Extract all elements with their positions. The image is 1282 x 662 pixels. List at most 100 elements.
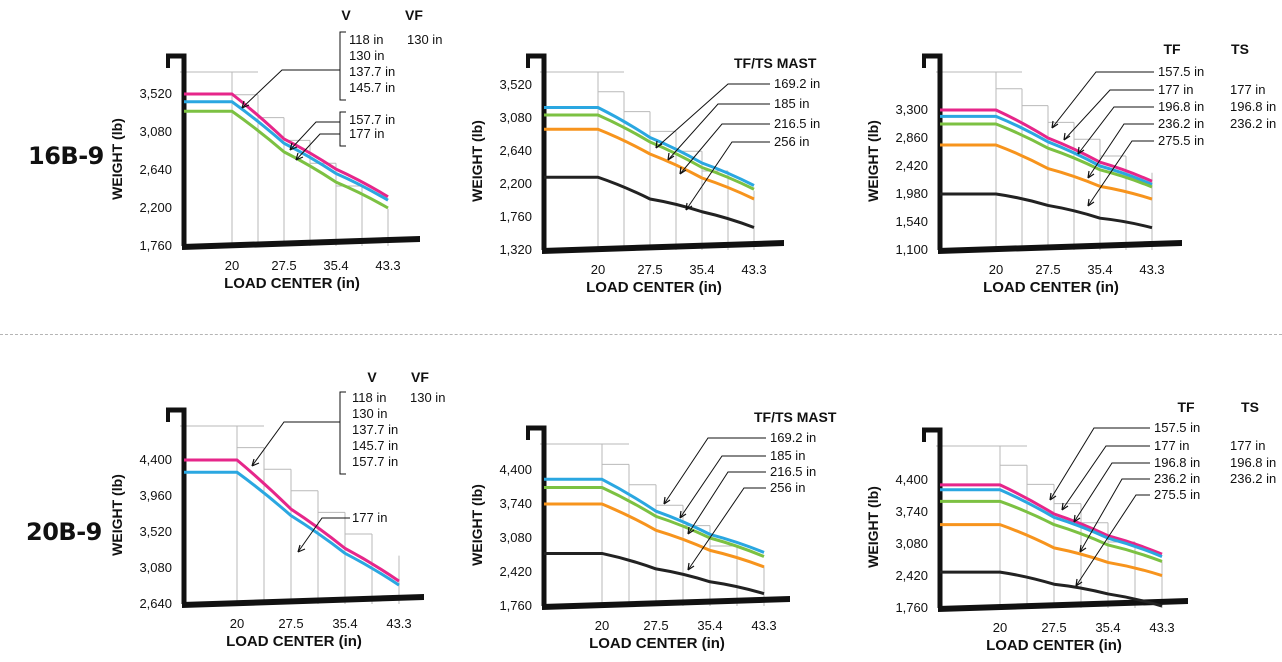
ts-mast-label: 177 in — [1230, 82, 1265, 97]
x-tick-label: 43.3 — [1149, 620, 1174, 635]
y-tick-label: 2,640 — [139, 596, 172, 611]
mast-label: 130 in — [352, 406, 387, 421]
series-line — [940, 570, 1163, 608]
leader-arrow — [1075, 578, 1083, 587]
y-tick-label: 1,760 — [499, 209, 532, 224]
x-tick-label: 35.4 — [1087, 262, 1112, 277]
column-header: VF — [405, 7, 423, 23]
leader-line — [1061, 445, 1150, 511]
y-tick-label: 3,080 — [139, 124, 172, 139]
leader-line — [1079, 478, 1150, 553]
leader-line — [1073, 462, 1150, 523]
y-tick-label: 1,980 — [895, 186, 928, 201]
x-tick-label: 35.4 — [1095, 620, 1120, 635]
y-axis-label: WEIGHT (lb) — [469, 484, 485, 566]
chart-1: 1,760 2,200 2,640 3,080 3,520 20 27.5 35.4 43.3 L… — [109, 7, 442, 292]
leader-line — [667, 103, 770, 161]
vf-mast-label: 130 in — [410, 390, 445, 405]
model-label-16b9: 16B-9 — [28, 142, 104, 170]
tf-mast-label: 177 in — [1154, 438, 1189, 453]
y-axis-label: WEIGHT (lb) — [865, 120, 881, 202]
y-tick-label: 2,420 — [499, 564, 532, 579]
y-tick-label: 2,640 — [139, 162, 172, 177]
section-divider — [0, 334, 1282, 335]
chart-2: 1,320 1,760 2,200 2,640 3,080 3,520 20 27.5 35.4… — [469, 53, 820, 296]
series-line — [184, 100, 389, 202]
tf-mast-label: 157.5 in — [1158, 64, 1204, 79]
ts-mast-label: 236.2 in — [1230, 116, 1276, 131]
series-line — [940, 143, 1153, 201]
chart-4: 2,640 3,080 3,520 3,960 4,400 20 27.5 35.4 43.3 L… — [109, 369, 445, 650]
x-axis — [182, 236, 420, 250]
y-axis-label: WEIGHT (lb) — [109, 474, 125, 556]
y-tick-label: 3,080 — [499, 530, 532, 545]
column-header: TS — [1231, 41, 1249, 57]
tf-mast-label: 177 in — [1158, 82, 1193, 97]
y-tick-label: 3,520 — [499, 77, 532, 92]
leader-line — [241, 69, 340, 109]
leader-line — [687, 471, 766, 535]
y-axis-label: WEIGHT (lb) — [469, 120, 485, 202]
y-tick-label: 3,740 — [499, 496, 532, 511]
leader-arrow — [297, 544, 306, 553]
leader-arrow — [1061, 502, 1069, 511]
y-tick-label: 2,200 — [139, 200, 172, 215]
y-tick-label: 2,640 — [499, 143, 532, 158]
leader-arrow — [1063, 132, 1071, 141]
x-tick-label: 27.5 — [643, 618, 668, 633]
y-axis — [922, 53, 943, 250]
x-tick-label: 43.3 — [375, 258, 400, 273]
series-line — [940, 108, 1153, 183]
y-tick-label: 4,400 — [139, 452, 172, 467]
series-line — [184, 458, 400, 583]
leader-line — [679, 455, 766, 519]
mast-label: 137.7 in — [352, 422, 398, 437]
x-axis — [938, 240, 1182, 254]
x-tick-label: 27.5 — [278, 616, 303, 631]
leader-arrow — [687, 526, 695, 535]
mast-label: 256 in — [774, 134, 809, 149]
series-line — [940, 122, 1153, 189]
leader-line — [679, 123, 770, 175]
series-line — [940, 192, 1153, 230]
chart-6: 1,760 2,420 3,080 3,740 4,400 20 27.5 35.4 43.3 L… — [865, 399, 1276, 654]
x-axis-label: LOAD CENTER (in) — [586, 279, 722, 296]
y-tick-label: 1,760 — [499, 598, 532, 613]
y-tick-label: 3,740 — [895, 504, 928, 519]
y-axis — [166, 53, 187, 246]
chart-title: TF/TS MAST — [734, 55, 817, 71]
leader-arrow — [1073, 514, 1081, 523]
leader-line — [1087, 123, 1154, 179]
mast-label: 177 in — [352, 510, 387, 525]
leader-line — [663, 437, 766, 505]
x-axis-label: LOAD CENTER (in) — [224, 275, 360, 292]
leader-line — [1077, 106, 1154, 155]
x-axis-label: LOAD CENTER (in) — [589, 635, 725, 652]
y-tick-label: 3,300 — [895, 102, 928, 117]
x-axis-label: LOAD CENTER (in) — [226, 633, 362, 650]
series-line — [184, 109, 389, 210]
series-line — [544, 551, 765, 596]
leader-arrow — [687, 562, 695, 571]
leader-arrow — [251, 458, 260, 467]
leader-arrow — [1087, 170, 1095, 179]
y-tick-label: 2,420 — [895, 158, 928, 173]
x-tick-label: 20 — [595, 618, 609, 633]
x-tick-label: 27.5 — [1041, 620, 1066, 635]
leader-arrow — [1051, 120, 1059, 129]
leader-arrow — [1077, 146, 1085, 155]
series-line — [940, 488, 1163, 558]
x-tick-label: 27.5 — [637, 262, 662, 277]
column-header: TF — [1163, 41, 1181, 57]
leader-arrow — [1079, 544, 1087, 553]
x-tick-label: 20 — [230, 616, 244, 631]
leader-line — [655, 83, 770, 149]
x-tick-label: 43.3 — [751, 618, 776, 633]
x-axis — [938, 598, 1188, 612]
bracket — [339, 391, 346, 475]
leader-arrow — [295, 152, 304, 161]
mast-label: 185 in — [770, 448, 805, 463]
tf-mast-label: 157.5 in — [1154, 420, 1200, 435]
y-axis-label: WEIGHT (lb) — [865, 486, 881, 568]
leader-line — [1051, 71, 1154, 129]
